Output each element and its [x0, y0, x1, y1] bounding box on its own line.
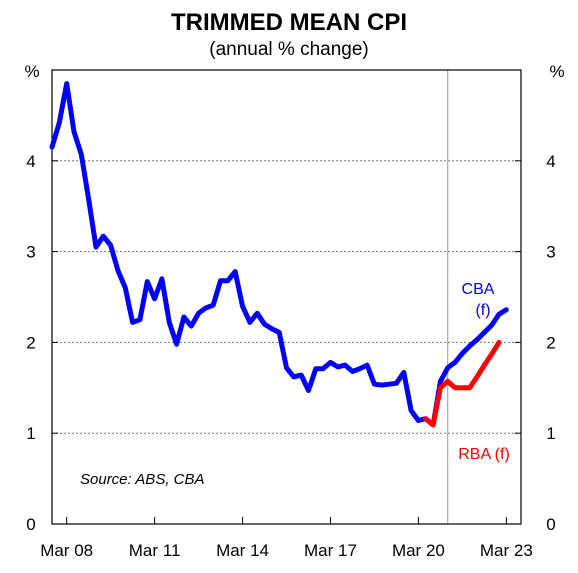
- y-tick-label-right-1: 1: [546, 424, 555, 443]
- source-note: Source: ABS, CBA: [80, 471, 205, 488]
- x-tick-label-1: Mar 11: [129, 541, 181, 560]
- x-tick-label-2: Mar 14: [216, 541, 269, 560]
- x-tick-label-5: Mar 23: [480, 541, 533, 560]
- y-tick-label-left-2: 2: [26, 333, 35, 352]
- cba-label-line1: CBA: [462, 281, 495, 298]
- plot-frame: [51, 69, 522, 525]
- y-axis: 0 0 1 1 2 2 3 3 4 4: [26, 152, 555, 534]
- y-tick-label-right-0: 0: [546, 515, 555, 534]
- series-line-0: [49, 81, 509, 428]
- chart-title: TRIMMED MEAN CPI: [171, 9, 407, 36]
- chart-subtitle: (annual % change): [209, 39, 369, 60]
- x-tick-label-4: Mar 20: [392, 541, 445, 560]
- x-axis: Mar 08 Mar 11 Mar 14 Mar 17 Mar 20 Mar 23: [40, 517, 533, 560]
- y-tick-label-right-2: 2: [546, 333, 555, 352]
- left-axis-unit: %: [24, 62, 39, 81]
- series-line-1: [423, 339, 502, 428]
- x-tick-label-3: Mar 17: [304, 541, 357, 560]
- gridlines: [52, 160, 521, 434]
- y-tick-label-left-4: 4: [26, 152, 35, 171]
- y-tick-label-right-4: 4: [546, 152, 555, 171]
- y-tick-label-right-3: 3: [546, 243, 555, 262]
- right-axis-unit: %: [549, 62, 564, 81]
- y-tick-label-left-0: 0: [26, 515, 35, 534]
- rba-label: RBA (f): [458, 446, 510, 463]
- series-lines: [49, 81, 509, 428]
- y-tick-label-left-3: 3: [26, 243, 35, 262]
- cba-label-line2: (f): [475, 302, 490, 319]
- x-tick-label-0: Mar 08: [40, 541, 93, 560]
- y-tick-label-left-1: 1: [26, 424, 35, 443]
